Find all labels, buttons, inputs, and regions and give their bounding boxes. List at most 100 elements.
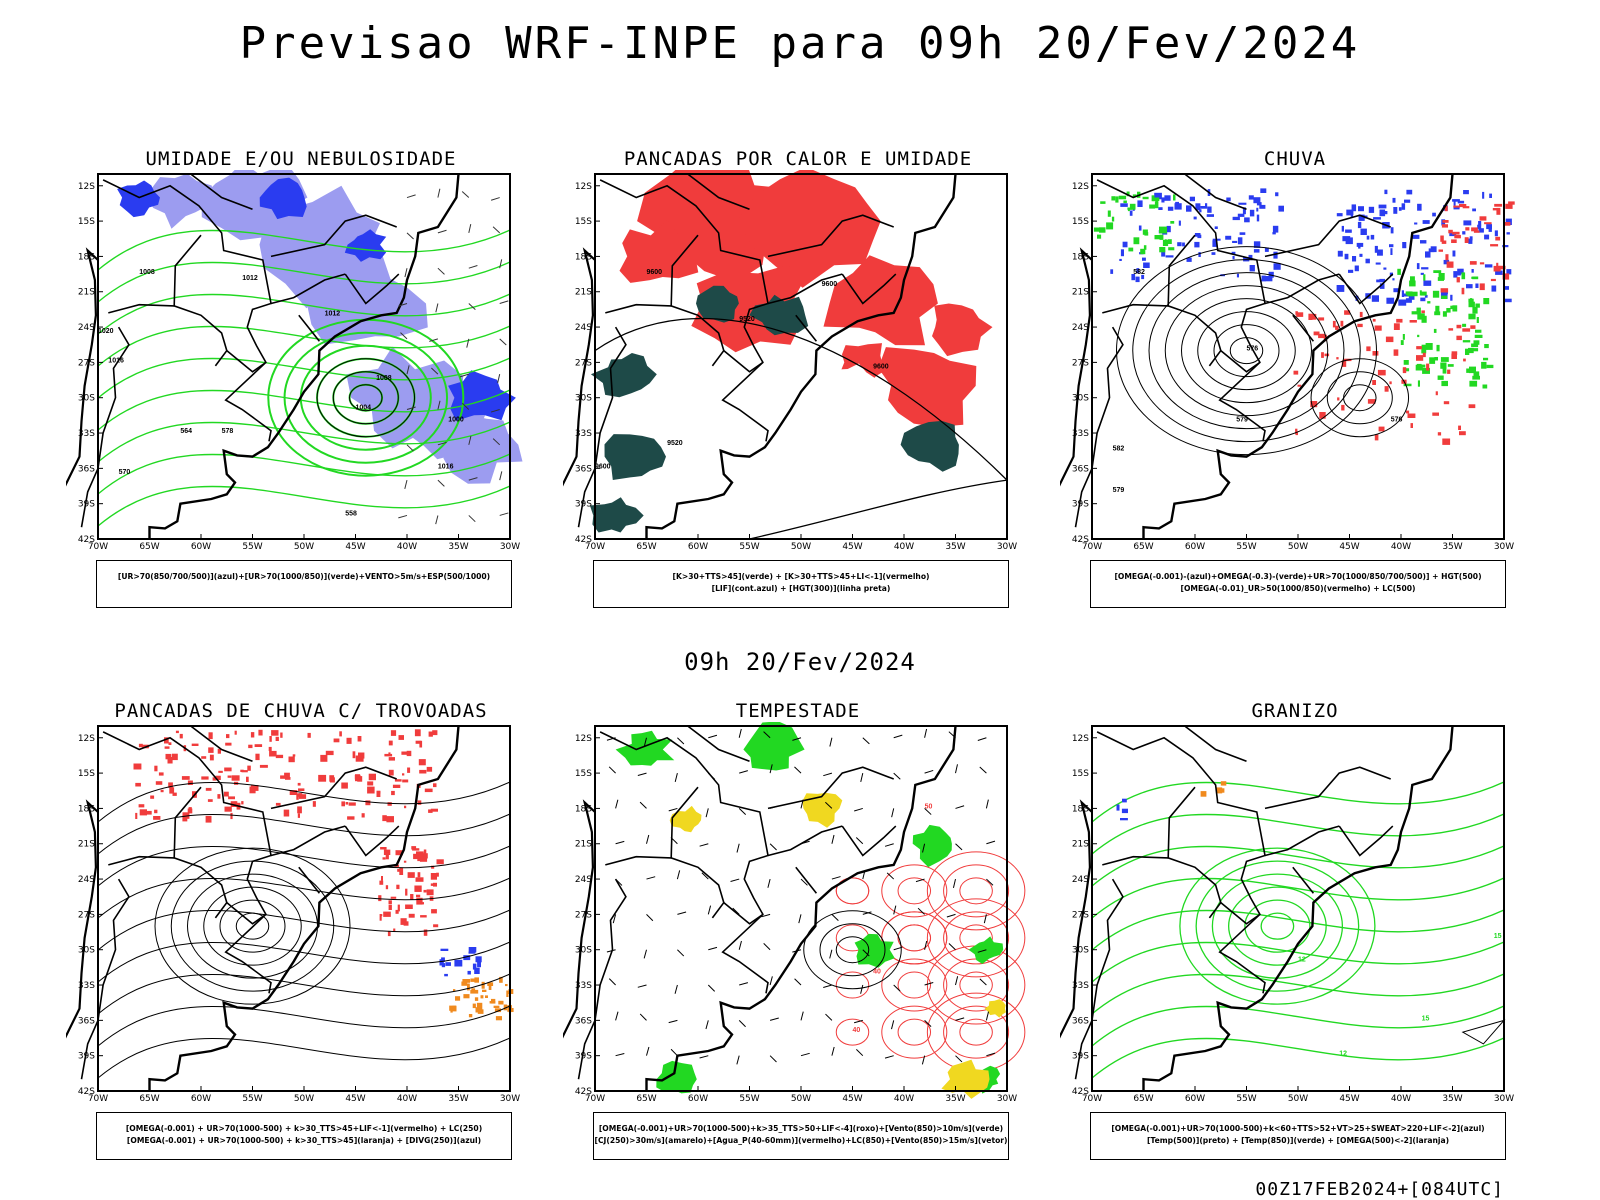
strong-omega-area <box>1142 196 1149 200</box>
lon-tick-label: 50W <box>294 1094 314 1104</box>
geopotential-contour <box>1343 384 1377 412</box>
wind-vector <box>948 731 956 739</box>
country-border <box>687 173 750 211</box>
storm-area <box>401 751 410 755</box>
lat-tick-label: 21S <box>78 288 95 298</box>
omega-area <box>1440 292 1448 299</box>
panel-legend: [K>30+TTS>45](verde) + [K>30+TTS>45+LI<-… <box>593 560 1009 608</box>
lon-tick-label: 35W <box>448 542 468 552</box>
omega-area <box>1345 229 1352 233</box>
omega-area <box>1197 234 1202 239</box>
streamline <box>97 813 511 855</box>
wind-vector <box>955 1017 965 1021</box>
lat-tick-label: 18S <box>1072 252 1089 262</box>
country-border <box>270 214 397 258</box>
wind-vector <box>468 515 476 523</box>
storm-area <box>234 730 237 735</box>
strong-omega-area <box>1168 247 1175 251</box>
wind-vector <box>977 949 987 953</box>
streamline-circulation <box>203 886 302 966</box>
water-vapor-contour <box>835 1018 870 1046</box>
panel-pancadas-calor: PANCADAS POR CALOR E UMIDADE 9600 9520 960… <box>563 148 1033 633</box>
wind-vector <box>915 878 925 883</box>
omega-area <box>1260 188 1267 193</box>
wind-vector <box>855 837 864 845</box>
omega-area <box>1248 254 1253 261</box>
country-border <box>795 866 818 894</box>
wind-vector <box>763 943 771 951</box>
contour-label: 564 <box>180 428 192 435</box>
rain-area <box>1451 351 1458 355</box>
omega-area <box>1278 205 1284 212</box>
storm-area <box>419 740 423 748</box>
strong-omega-area <box>1468 313 1476 320</box>
water-vapor-contour <box>926 851 1026 931</box>
storm-area <box>145 810 152 815</box>
lat-tick-label: 39S <box>575 1052 592 1062</box>
temperature-500-contour <box>1461 1019 1506 1045</box>
omega-area <box>1478 221 1482 226</box>
wind-vector <box>924 808 932 815</box>
stable-area <box>938 202 1008 262</box>
streamline-circulation <box>170 860 335 992</box>
country-border <box>108 855 175 866</box>
storm-area-orange <box>493 1005 500 1008</box>
wind-vector <box>429 338 439 342</box>
country-border <box>298 866 321 894</box>
legend-line: [OMEGA(-0.001)-(azul)+OMEGA(-0.3)-(verde… <box>1114 572 1482 581</box>
strong-omega-area <box>1425 343 1433 350</box>
lon-tick-label: 65W <box>1133 1094 1153 1104</box>
omega-area <box>1337 250 1343 257</box>
wind-vector <box>769 1055 777 1063</box>
storm-area <box>258 729 263 736</box>
storm-area <box>230 812 233 820</box>
omega-area <box>1389 272 1393 276</box>
omega-area <box>1422 220 1430 224</box>
rain-area <box>1406 410 1410 414</box>
panel-title: PANCADAS POR CALOR E UMIDADE <box>623 148 973 170</box>
omega-area <box>1423 280 1432 286</box>
wind-vector <box>497 374 501 384</box>
storm-area-orange <box>485 995 488 998</box>
strong-omega-area <box>1417 380 1420 387</box>
storm-area <box>269 736 272 742</box>
strong-omega-area <box>1441 295 1448 299</box>
map-umidade: 1012 1008 1016 1020 1012 1004 1008 1016 578 570 56… <box>66 170 523 552</box>
country-border <box>102 179 272 442</box>
storm-area <box>395 909 399 914</box>
omega-area <box>1199 209 1202 213</box>
wind-vector <box>854 807 863 812</box>
storm-area <box>201 756 207 759</box>
lon-tick-label: 60W <box>1185 542 1205 552</box>
omega-area <box>1443 259 1450 265</box>
storm-area <box>224 791 229 797</box>
storm-area <box>227 775 232 778</box>
omega-area <box>1167 206 1174 211</box>
omega-area <box>1383 211 1388 215</box>
storm-area <box>388 752 391 755</box>
omega-area <box>1491 285 1497 292</box>
contour-label: 1020 <box>98 328 114 335</box>
omega-area <box>1390 248 1393 255</box>
storm-area <box>388 740 393 746</box>
storm-area <box>406 750 412 757</box>
omega-area <box>1225 235 1232 240</box>
wind-vector <box>637 984 647 988</box>
omega-area <box>1232 240 1238 243</box>
jet-area <box>941 1059 990 1099</box>
storm-area <box>241 801 244 805</box>
storm-area <box>269 750 277 757</box>
omega-area <box>1502 245 1509 248</box>
omega-area <box>1368 206 1375 213</box>
wind-vector <box>738 1020 746 1028</box>
lat-tick-label: 18S <box>78 252 95 262</box>
wind-vector <box>705 808 709 818</box>
storm-area <box>298 788 305 791</box>
omega-area <box>1249 209 1255 217</box>
lat-tick-label: 39S <box>575 500 592 510</box>
rain-area <box>1422 352 1426 358</box>
legend-line: [UR>70(850/700/500)](azul)+[UR>70(1000/8… <box>117 572 491 581</box>
strong-omega-area <box>1143 245 1147 250</box>
country-border <box>767 214 894 258</box>
wind-vector <box>985 1011 990 1021</box>
